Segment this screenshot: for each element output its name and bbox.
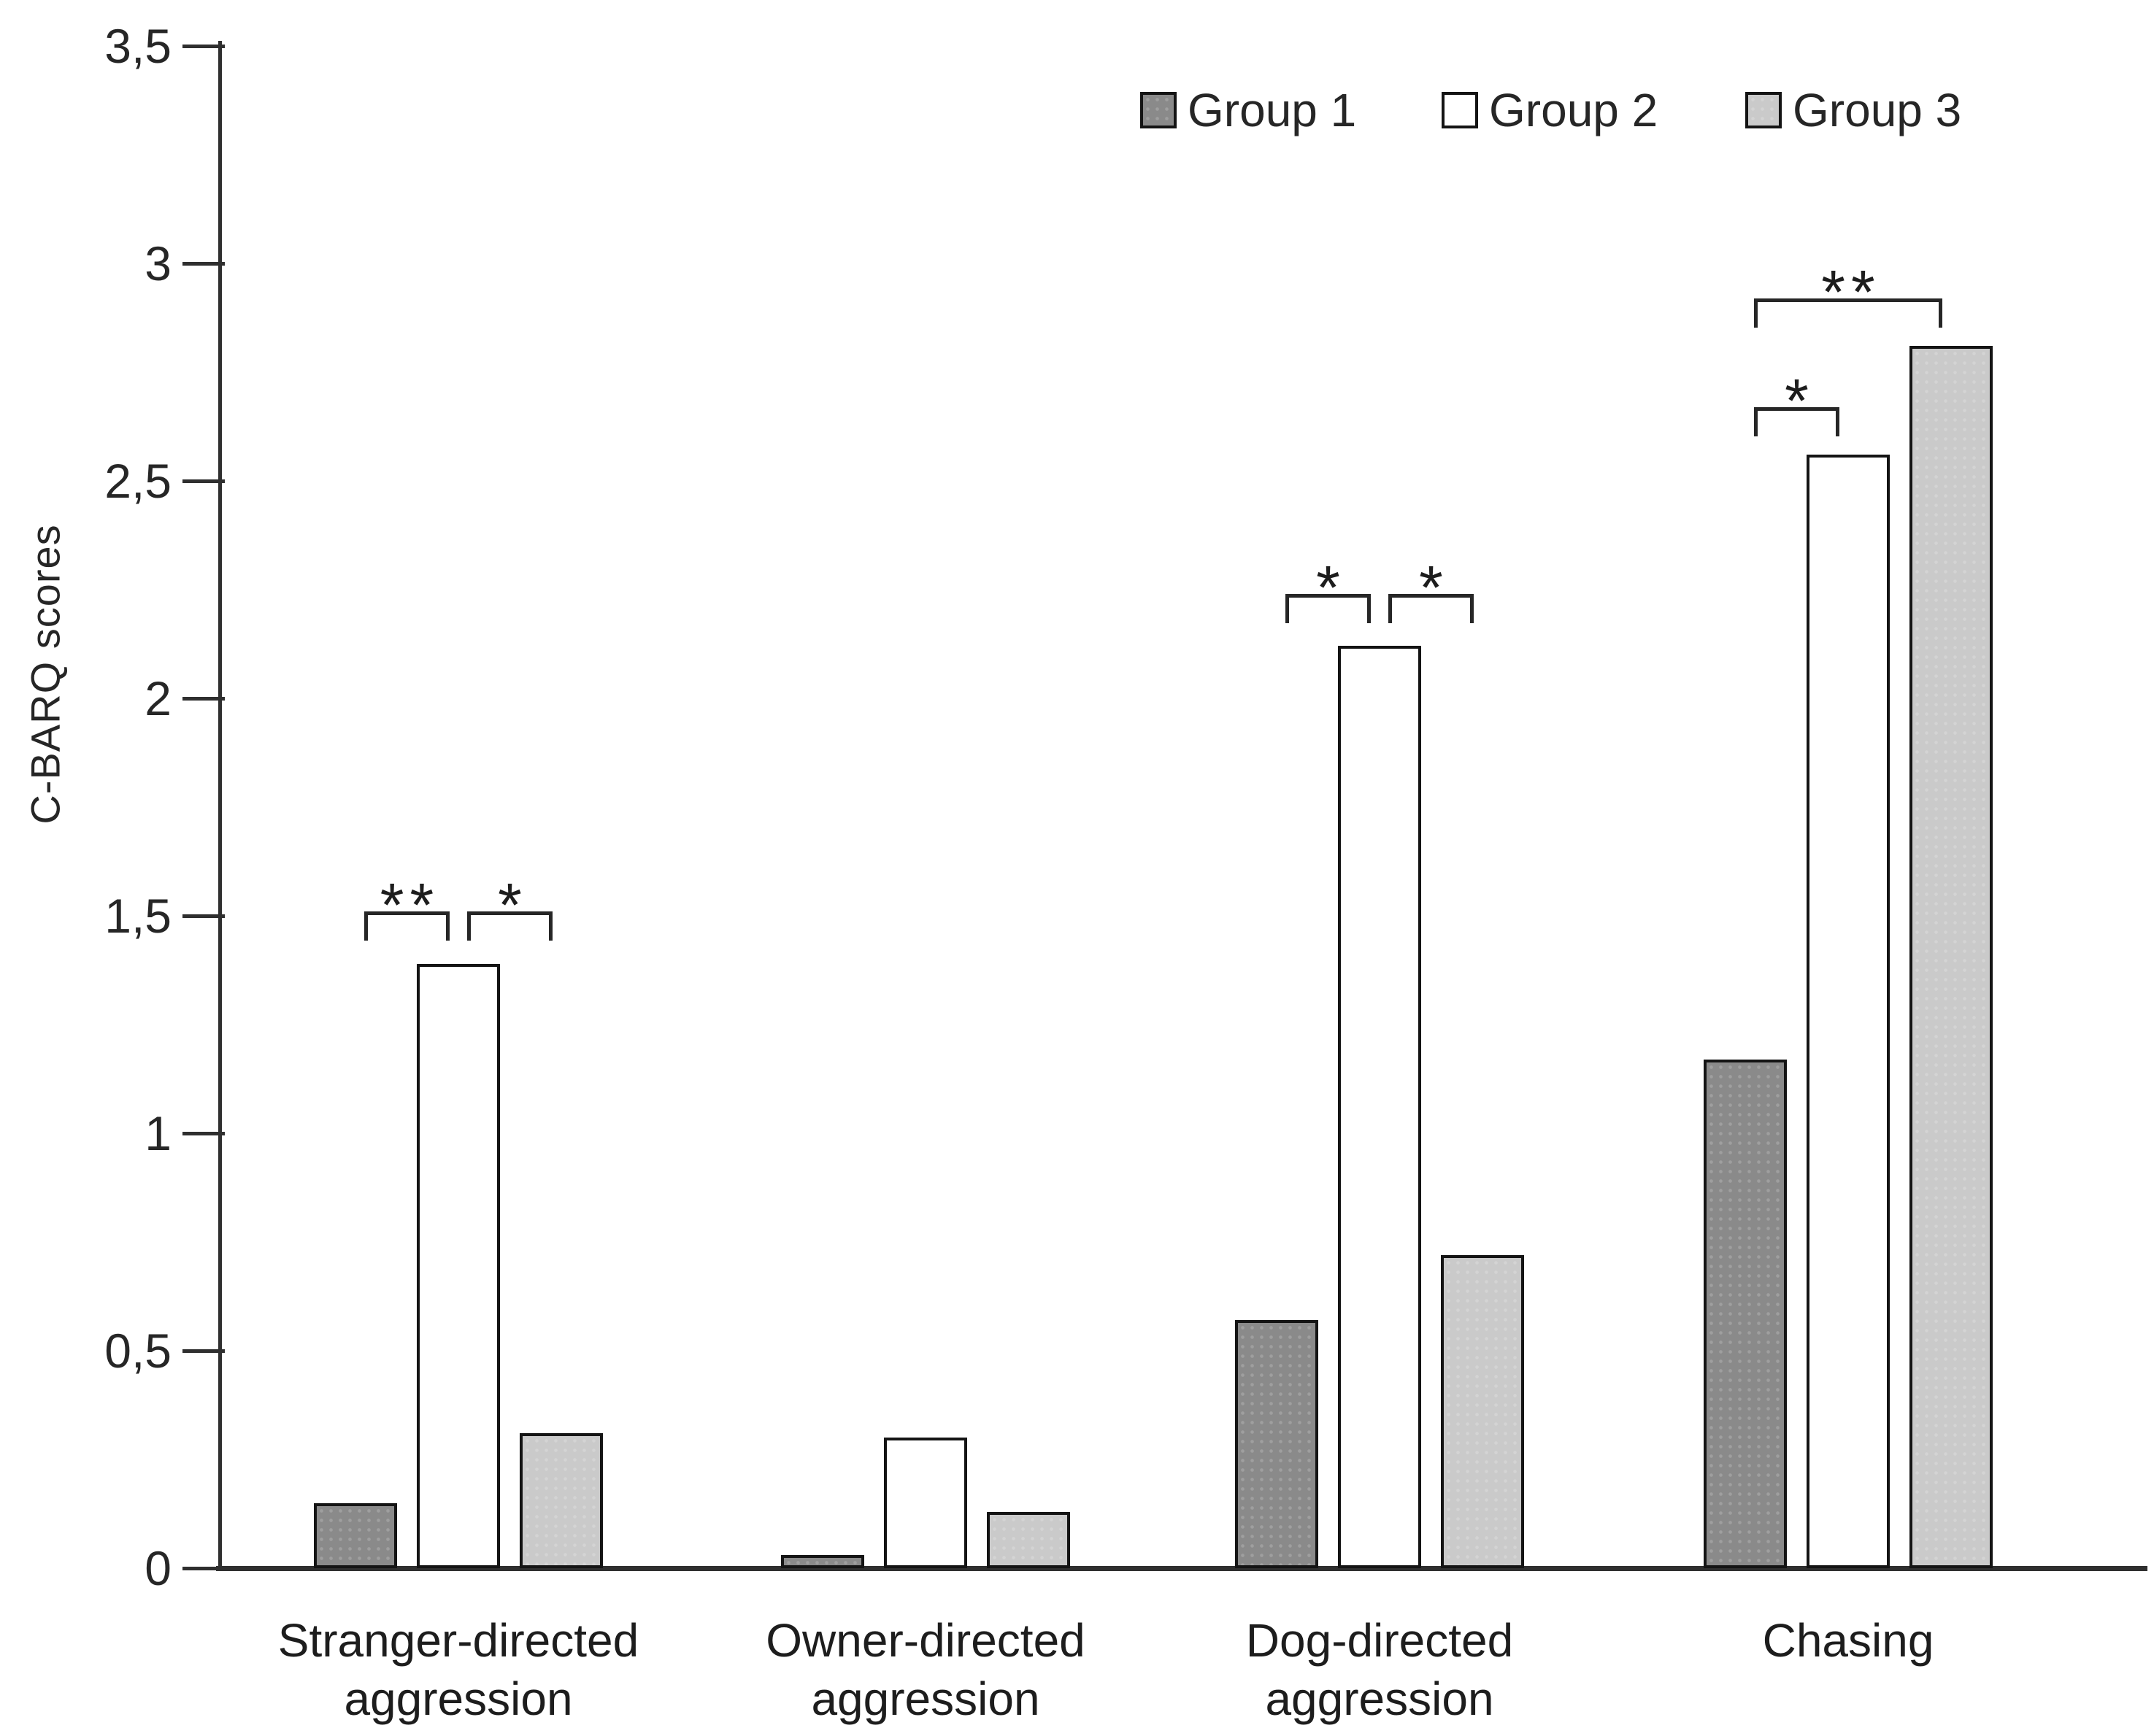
significance-label: * — [1419, 552, 1449, 622]
category-label-line: aggression — [344, 1673, 573, 1725]
significance-bracket: * — [1285, 557, 1371, 623]
legend-label: Group 2 — [1489, 84, 1658, 136]
y-tick — [182, 262, 225, 266]
legend-swatch — [1745, 92, 1782, 128]
y-tick — [182, 479, 225, 483]
significance-label: * — [1785, 366, 1815, 435]
significance-label: ** — [380, 871, 440, 940]
significance-bracket: ** — [364, 874, 450, 941]
y-tick-label: 3 — [145, 236, 172, 290]
y-tick — [182, 1567, 225, 1570]
bar-group3-cat3 — [1909, 346, 1993, 1568]
bar-group2-cat3 — [1807, 455, 1890, 1568]
y-tick-label: 3,5 — [104, 19, 172, 73]
legend-item-group2: Group 2 — [1442, 84, 1658, 136]
significance-bracket: * — [1754, 370, 1839, 436]
legend-swatch — [1442, 92, 1478, 128]
y-tick-label: 0 — [145, 1541, 172, 1595]
bar-group3-cat1 — [987, 1512, 1070, 1568]
y-tick — [182, 914, 225, 918]
bar-group2-cat0 — [417, 964, 500, 1568]
y-tick — [182, 697, 225, 701]
legend-item-group1: Group 1 — [1140, 84, 1357, 136]
category-label: Owner-directed aggression — [677, 1611, 1174, 1728]
y-tick-label: 2 — [145, 671, 172, 725]
category-label-line: aggression — [811, 1673, 1040, 1725]
y-tick-label: 1,5 — [104, 889, 172, 943]
bar-group3-cat2 — [1441, 1255, 1524, 1568]
legend-label: Group 3 — [1793, 84, 1962, 136]
bar-group2-cat1 — [884, 1438, 967, 1568]
bar-group1-cat1 — [781, 1555, 864, 1568]
bar-group1-cat2 — [1235, 1320, 1318, 1568]
category-label: Chasing — [1600, 1611, 2096, 1670]
category-label-line: Chasing — [1762, 1614, 1934, 1667]
y-tick-label: 0,5 — [104, 1324, 172, 1378]
legend-label: Group 1 — [1188, 84, 1357, 136]
bar-group2-cat2 — [1338, 646, 1421, 1568]
significance-label: * — [498, 871, 528, 940]
significance-label: * — [1316, 552, 1346, 622]
category-label: Dog-directed aggression — [1131, 1611, 1628, 1728]
x-axis-line — [216, 1566, 2147, 1571]
bar-group1-cat0 — [314, 1503, 397, 1568]
bar-group3-cat0 — [520, 1433, 603, 1568]
significance-label: ** — [1821, 257, 1881, 326]
y-tick-label: 2,5 — [104, 454, 172, 508]
significance-bracket: * — [467, 874, 553, 941]
category-label-line: Owner-directed — [766, 1614, 1085, 1667]
legend-swatch — [1140, 92, 1177, 128]
bar-group1-cat3 — [1704, 1060, 1787, 1568]
significance-bracket: ** — [1754, 261, 1942, 328]
category-label-line: aggression — [1265, 1673, 1494, 1725]
y-tick — [182, 45, 225, 48]
legend-item-group3: Group 3 — [1745, 84, 1962, 136]
category-label: Stranger-directed aggression — [210, 1611, 707, 1728]
category-label-line: Stranger-directed — [277, 1614, 639, 1667]
y-tick-label: 1 — [145, 1106, 172, 1160]
category-label-line: Dog-directed — [1245, 1614, 1514, 1667]
significance-bracket: * — [1388, 557, 1474, 623]
y-tick — [182, 1132, 225, 1135]
y-tick — [182, 1349, 225, 1353]
y-axis-line — [218, 41, 222, 1571]
